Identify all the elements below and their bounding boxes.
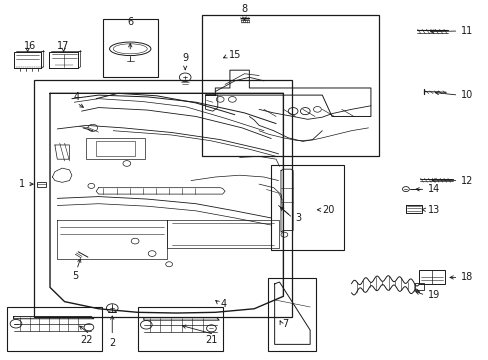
Text: 17: 17	[57, 41, 70, 51]
Text: 22: 22	[80, 336, 93, 346]
Text: 21: 21	[205, 336, 217, 346]
Text: 5: 5	[72, 271, 78, 282]
Bar	[102, 19, 158, 77]
Bar	[267, 279, 316, 351]
Bar	[37, 182, 45, 186]
Text: 16: 16	[24, 41, 37, 51]
Bar	[271, 165, 344, 250]
Text: 8: 8	[241, 4, 247, 14]
Text: 18: 18	[460, 273, 472, 283]
Text: 19: 19	[427, 290, 440, 300]
Text: 15: 15	[228, 50, 241, 60]
Bar	[418, 270, 445, 284]
Text: 13: 13	[427, 205, 440, 215]
Text: 4: 4	[220, 300, 226, 310]
Bar	[137, 307, 222, 351]
Bar	[7, 307, 102, 351]
Text: 14: 14	[427, 184, 440, 194]
Bar	[34, 80, 291, 316]
Bar	[414, 283, 424, 290]
Text: 10: 10	[460, 90, 472, 100]
Bar	[96, 141, 135, 156]
Bar	[201, 15, 378, 156]
Text: 11: 11	[460, 26, 472, 36]
Text: 9: 9	[182, 53, 188, 63]
Text: 6: 6	[127, 18, 133, 27]
Bar	[86, 138, 144, 159]
Text: 3: 3	[295, 213, 301, 223]
Text: 7: 7	[282, 319, 288, 329]
Text: 4: 4	[74, 92, 80, 102]
Text: 20: 20	[322, 205, 334, 215]
Text: 12: 12	[460, 176, 472, 185]
Text: 2: 2	[109, 338, 115, 348]
Text: 1: 1	[19, 179, 25, 189]
